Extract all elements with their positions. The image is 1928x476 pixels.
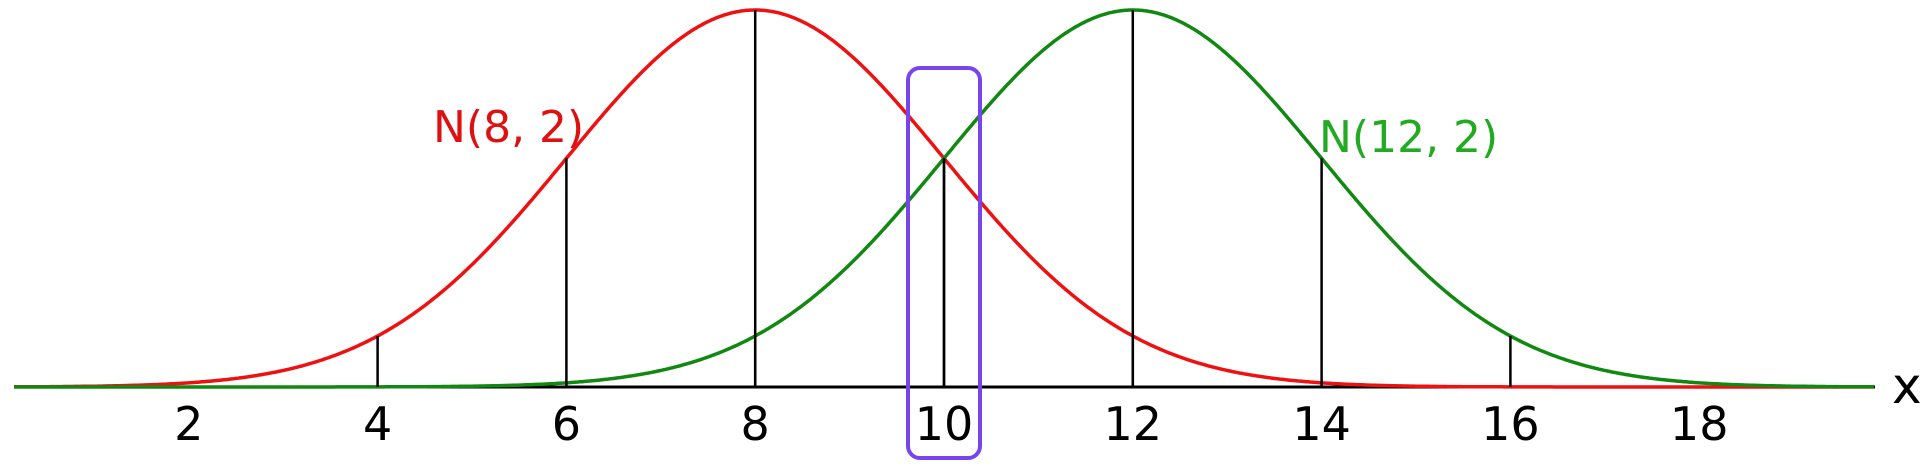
- x-tick-label-12: 12: [1104, 397, 1163, 451]
- x-tick-label-2: 2: [174, 397, 203, 451]
- mean-sd-markers: [376, 10, 1512, 387]
- x-tick-label-16: 16: [1481, 397, 1540, 451]
- x-tick-labels: 2 4 6 8 10 12 14 16 18: [174, 397, 1728, 451]
- x-tick-label-14: 14: [1292, 397, 1351, 451]
- x-tick-label-10: 10: [915, 397, 974, 451]
- intersection-highlight-box: [906, 66, 982, 460]
- curve-label-n-8-2: N(8, 2): [433, 102, 584, 153]
- curve-n-12-2: [14, 8, 1874, 389]
- x-tick-label-18: 18: [1670, 397, 1729, 451]
- curves: [14, 8, 1874, 389]
- x-tick-label-6: 6: [552, 397, 581, 451]
- curve-label-n-12-2: N(12, 2): [1319, 112, 1498, 163]
- curve-labels: N(8, 2) N(12, 2): [433, 102, 1498, 163]
- x-axis-label: x: [1892, 357, 1922, 415]
- x-tick-label-8: 8: [741, 397, 770, 451]
- x-tick-label-4: 4: [363, 397, 392, 451]
